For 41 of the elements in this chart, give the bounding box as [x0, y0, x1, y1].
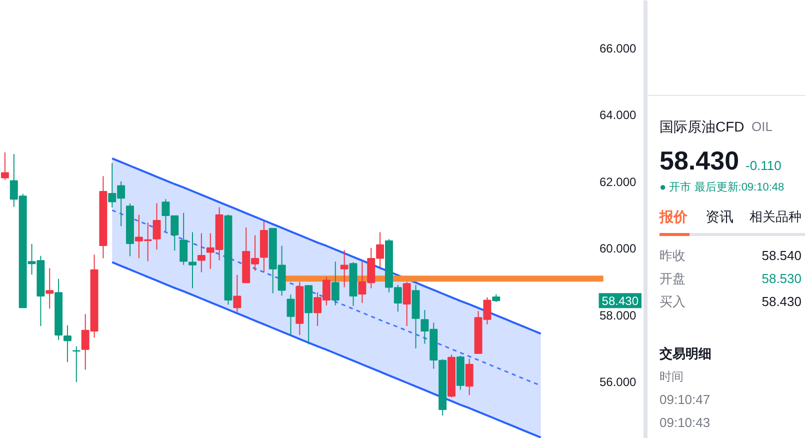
candlestick — [180, 212, 188, 266]
candlestick — [152, 202, 161, 250]
text: 58.530 — [762, 271, 802, 286]
text: 交易明细 — [658, 346, 712, 361]
candlestick — [46, 268, 54, 310]
text: 58.430 — [660, 146, 740, 176]
candlestick — [0, 152, 9, 180]
text: ● 开市 最后更新:09:10:48 — [660, 180, 784, 194]
candlestick — [465, 358, 474, 396]
annotation: 58.430 — [602, 294, 639, 308]
y-tick-label: 66.000 — [600, 41, 637, 56]
text: 58.430 — [762, 294, 802, 309]
candlestick — [286, 294, 295, 336]
text: 09:10:43 — [660, 415, 710, 430]
text: 09:10:47 — [660, 392, 710, 407]
candlestick — [233, 274, 242, 312]
text: 时间 — [660, 370, 684, 384]
text: -0.110 — [746, 158, 782, 173]
candlestick — [72, 346, 80, 383]
line-series — [111, 261, 542, 438]
text: 开盘 — [660, 271, 686, 286]
candlestick — [188, 232, 196, 289]
text: 国际原油CFD — [660, 118, 744, 134]
text: 报价 — [658, 208, 688, 224]
y-tick-label: 64.000 — [600, 108, 637, 122]
text: 买入 — [660, 294, 686, 309]
text: 58.540 — [762, 248, 802, 263]
y-tick-label: 58.000 — [600, 308, 637, 322]
line-series — [111, 157, 542, 335]
text: OIL — [752, 119, 772, 134]
candlestick — [197, 232, 206, 273]
text: 相关品种 — [750, 209, 802, 224]
text: 资讯 — [706, 208, 734, 224]
y-tick-label: 60.000 — [600, 242, 637, 256]
candlestick — [402, 281, 411, 326]
y-tick-label: 62.000 — [600, 174, 637, 189]
text: 昨收 — [660, 248, 686, 263]
y-tick-label: 56.000 — [600, 375, 637, 390]
candlestick — [63, 324, 72, 363]
candlestick — [340, 250, 348, 288]
candlestick — [331, 261, 340, 306]
